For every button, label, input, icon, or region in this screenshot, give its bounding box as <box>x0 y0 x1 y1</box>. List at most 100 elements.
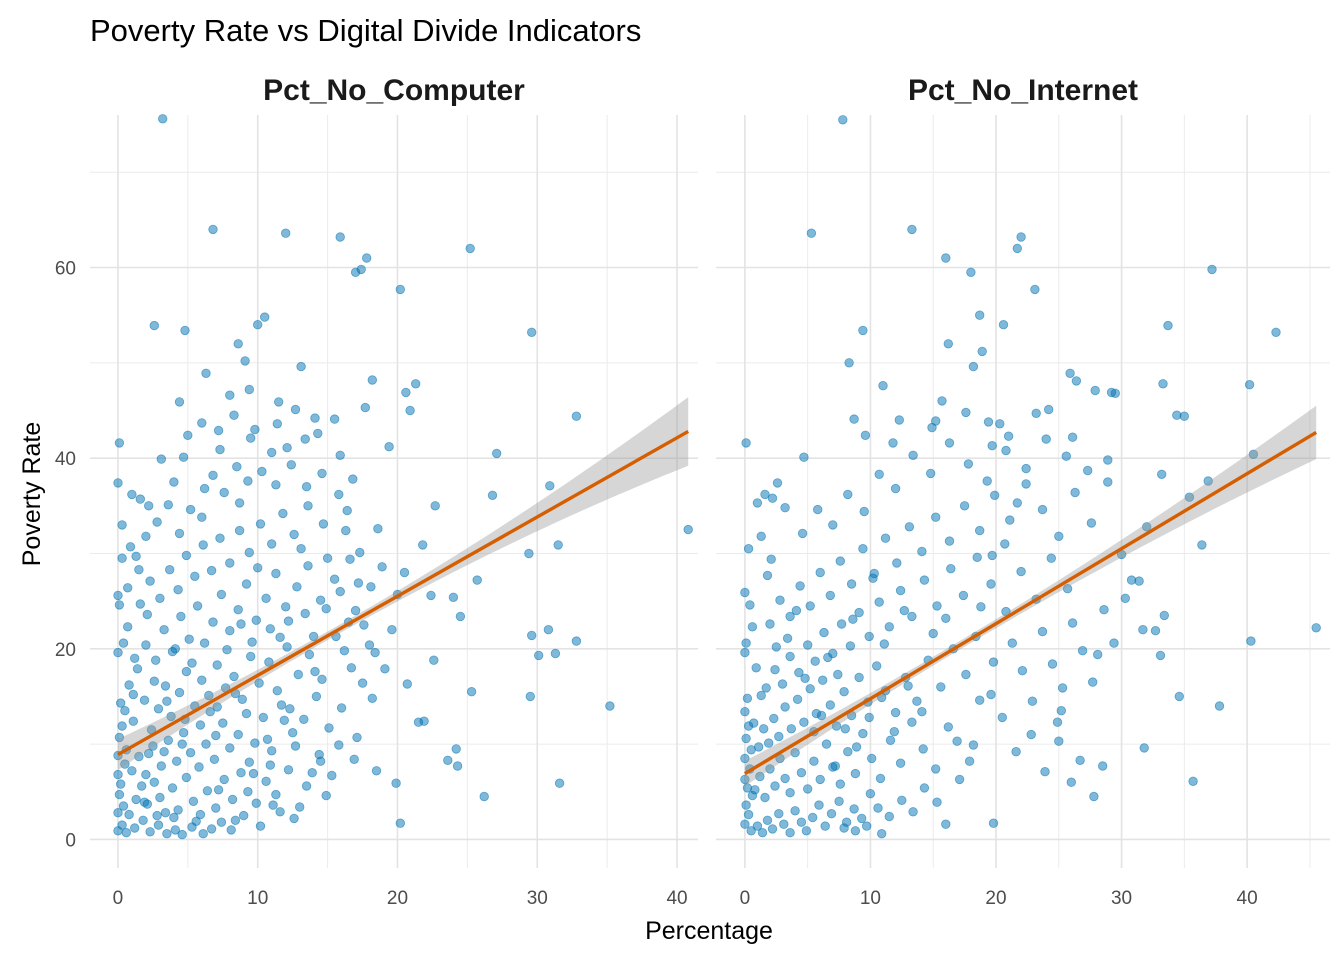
data-point <box>966 267 976 278</box>
data-point <box>1139 743 1149 753</box>
data-point <box>919 575 930 585</box>
data-point <box>1092 649 1103 660</box>
data-point <box>801 826 812 836</box>
data-point <box>208 470 218 481</box>
data-point <box>1089 791 1099 802</box>
data-point <box>1141 522 1152 532</box>
data-point <box>775 595 785 605</box>
data-point <box>858 325 868 336</box>
data-point <box>317 468 327 479</box>
data-point <box>329 414 340 424</box>
data-point <box>944 438 955 448</box>
data-point <box>931 512 941 522</box>
data-point <box>241 579 252 589</box>
x-axis-label: Percentage <box>645 917 773 945</box>
data-point <box>839 687 849 697</box>
data-point <box>879 639 890 649</box>
data-point <box>1037 504 1048 515</box>
data-point <box>160 681 171 691</box>
data-point <box>138 815 148 826</box>
data-point <box>988 818 999 828</box>
data-point <box>1077 646 1088 656</box>
data-point <box>874 469 884 480</box>
data-point <box>267 539 277 549</box>
data-point <box>159 625 169 635</box>
data-point <box>321 604 331 614</box>
data-point <box>780 773 790 784</box>
data-point <box>142 609 153 620</box>
data-point <box>114 789 125 800</box>
data-point <box>872 661 882 671</box>
data-point <box>472 575 482 585</box>
data-point <box>964 756 975 766</box>
data-point <box>1244 380 1255 390</box>
data-point <box>845 641 856 651</box>
data-point <box>282 642 292 652</box>
data-point <box>327 770 337 781</box>
data-point <box>888 438 898 448</box>
data-point <box>180 325 190 336</box>
data-point <box>1207 264 1217 275</box>
data-point <box>199 638 210 648</box>
data-point <box>211 803 221 813</box>
data-point <box>740 647 750 658</box>
data-point <box>908 450 918 461</box>
data-point <box>982 476 992 486</box>
data-point <box>943 722 954 732</box>
data-point <box>1126 575 1137 585</box>
data-point <box>243 476 253 486</box>
data-point <box>995 419 1005 429</box>
confidence-band <box>118 397 689 771</box>
data-point <box>419 716 429 726</box>
data-point <box>986 579 996 589</box>
data-point <box>796 817 807 827</box>
data-point <box>341 525 351 536</box>
data-point <box>281 228 291 238</box>
data-point <box>251 615 261 625</box>
data-point <box>543 625 554 635</box>
data-point <box>276 700 287 710</box>
data-point <box>800 673 810 684</box>
data-point <box>218 718 228 728</box>
data-point <box>113 769 123 780</box>
data-point <box>1000 539 1010 549</box>
data-point <box>251 798 261 808</box>
data-point <box>972 552 982 563</box>
data-point <box>188 796 199 807</box>
data-point <box>1071 376 1082 386</box>
data-point <box>864 631 874 642</box>
data-point <box>314 749 324 760</box>
data-point <box>1188 776 1198 787</box>
data-point <box>975 525 985 536</box>
data-point <box>339 646 350 656</box>
data-point <box>746 826 756 836</box>
data-point <box>169 812 179 823</box>
data-point <box>198 540 208 550</box>
data-point <box>348 474 358 484</box>
data-point <box>113 808 123 818</box>
data-point <box>187 658 197 668</box>
data-point <box>941 819 951 829</box>
data-point <box>990 490 1000 501</box>
data-point <box>1016 566 1026 577</box>
data-point <box>241 708 252 719</box>
data-point <box>885 735 896 746</box>
data-point <box>384 442 394 452</box>
data-point <box>941 613 951 624</box>
data-point <box>177 739 187 749</box>
data-point <box>219 487 229 498</box>
data-point <box>808 812 818 823</box>
data-point <box>212 660 222 670</box>
data-point <box>185 748 196 758</box>
data-point <box>282 443 292 453</box>
data-point <box>155 593 165 604</box>
data-point <box>770 665 780 675</box>
data-point <box>843 489 853 500</box>
data-point <box>261 593 271 604</box>
data-point <box>156 454 167 464</box>
data-point <box>152 810 162 821</box>
data-point <box>819 627 829 638</box>
data-point <box>963 459 974 469</box>
data-point <box>767 824 778 834</box>
data-point <box>367 375 378 385</box>
